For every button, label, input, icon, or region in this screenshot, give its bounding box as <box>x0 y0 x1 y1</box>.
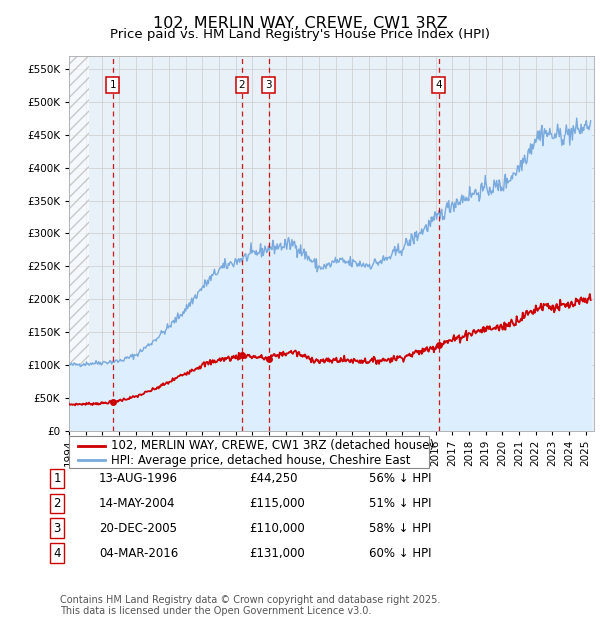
Text: 4: 4 <box>53 547 61 559</box>
Text: 102, MERLIN WAY, CREWE, CW1 3RZ (detached house): 102, MERLIN WAY, CREWE, CW1 3RZ (detache… <box>111 440 434 452</box>
Text: 14-MAY-2004: 14-MAY-2004 <box>99 497 176 510</box>
Text: Price paid vs. HM Land Registry's House Price Index (HPI): Price paid vs. HM Land Registry's House … <box>110 28 490 41</box>
Text: £115,000: £115,000 <box>249 497 305 510</box>
Text: 51% ↓ HPI: 51% ↓ HPI <box>369 497 431 510</box>
Text: 1: 1 <box>109 81 116 91</box>
Text: 4: 4 <box>435 81 442 91</box>
Text: 60% ↓ HPI: 60% ↓ HPI <box>369 547 431 559</box>
Text: 20-DEC-2005: 20-DEC-2005 <box>99 522 177 534</box>
Text: 04-MAR-2016: 04-MAR-2016 <box>99 547 178 559</box>
Text: £110,000: £110,000 <box>249 522 305 534</box>
Text: £44,250: £44,250 <box>249 472 298 485</box>
Text: 3: 3 <box>53 522 61 534</box>
Text: Contains HM Land Registry data © Crown copyright and database right 2025.
This d: Contains HM Land Registry data © Crown c… <box>60 595 440 616</box>
Text: 58% ↓ HPI: 58% ↓ HPI <box>369 522 431 534</box>
Text: 13-AUG-1996: 13-AUG-1996 <box>99 472 178 485</box>
Text: HPI: Average price, detached house, Cheshire East: HPI: Average price, detached house, Ches… <box>111 454 410 466</box>
Text: 2: 2 <box>239 81 245 91</box>
Text: £131,000: £131,000 <box>249 547 305 559</box>
Text: 2: 2 <box>53 497 61 510</box>
Text: 1: 1 <box>53 472 61 485</box>
Text: 56% ↓ HPI: 56% ↓ HPI <box>369 472 431 485</box>
Text: 3: 3 <box>265 81 272 91</box>
Text: 102, MERLIN WAY, CREWE, CW1 3RZ: 102, MERLIN WAY, CREWE, CW1 3RZ <box>152 16 448 30</box>
